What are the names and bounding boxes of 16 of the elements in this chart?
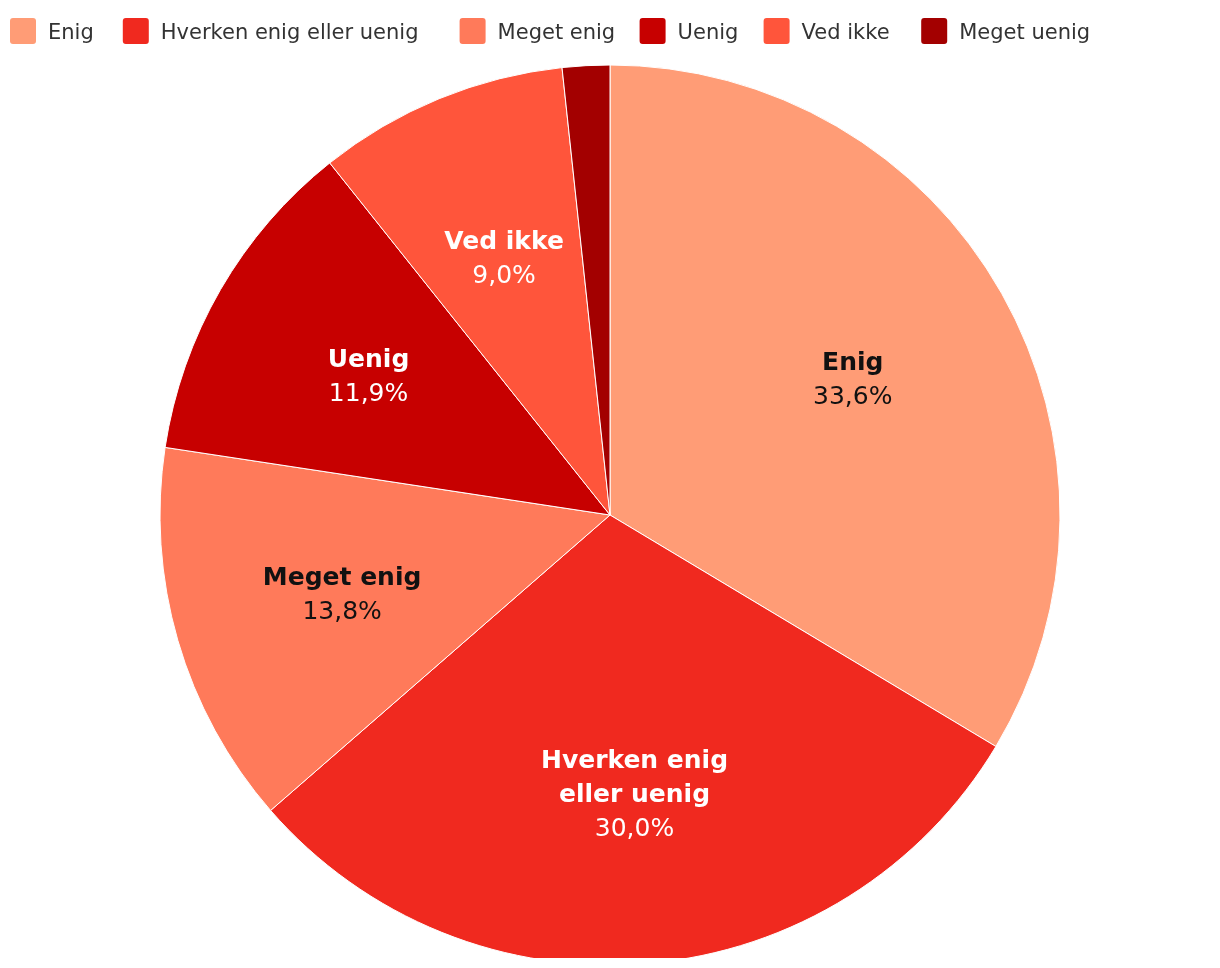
slice-label: Uenig <box>327 344 410 374</box>
legend-label: Meget uenig <box>959 20 1091 44</box>
data-label: 9,0% <box>472 259 536 289</box>
legend-label: Meget enig <box>497 20 616 44</box>
slice-label: Hverken enig eller uenig <box>540 744 729 808</box>
data-label: 30,0% <box>594 812 675 842</box>
legend-label: Hverken enig eller uenig <box>160 20 419 44</box>
legend-label: Enig <box>48 20 94 44</box>
legend-label: Uenig <box>677 20 739 44</box>
data-label: 13,8% <box>302 595 382 625</box>
legend-label: Ved ikke <box>801 20 890 44</box>
slice-label: Enig <box>822 346 884 376</box>
data-label: 11,9% <box>328 378 409 408</box>
data-label: 33,6% <box>813 380 893 410</box>
slice-label: Meget enig <box>262 561 422 591</box>
slice-label: Ved ikke <box>444 225 564 255</box>
